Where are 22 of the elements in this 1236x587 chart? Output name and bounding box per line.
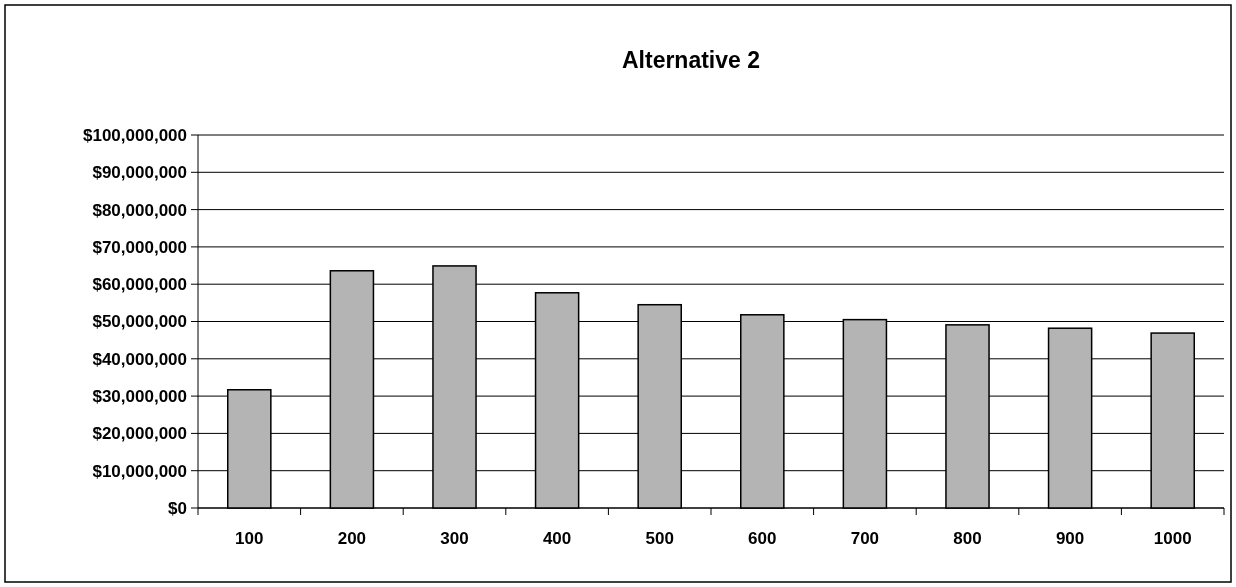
x-tick-label: 600 <box>748 529 777 548</box>
y-tick-label: $90,000,000 <box>92 163 187 183</box>
chart-title: Alternative 2 <box>621 47 761 73</box>
y-tick-label: $50,000,000 <box>92 312 187 332</box>
y-tick-label: $30,000,000 <box>92 387 187 407</box>
x-tick-label: 100 <box>235 529 264 548</box>
y-tick-label: $70,000,000 <box>92 237 187 257</box>
x-tick-label: 900 <box>1055 529 1085 548</box>
x-tick-label: 1000 <box>1153 529 1192 548</box>
y-tick-label: $80,000,000 <box>92 200 187 220</box>
x-tick-label: 800 <box>953 529 982 548</box>
x-tick-label: 200 <box>337 529 367 548</box>
x-tick-label: 300 <box>440 529 469 548</box>
y-tick-label: $60,000,000 <box>92 275 187 295</box>
y-tick-label: $20,000,000 <box>92 424 187 444</box>
x-tick-label: 700 <box>850 529 880 548</box>
x-tick-label: 500 <box>645 529 674 548</box>
y-tick-label: $40,000,000 <box>92 349 187 369</box>
y-tick-label: $100,000,000 <box>83 125 187 145</box>
y-tick-label: $0 <box>168 498 187 518</box>
x-tick-label: 400 <box>542 529 572 548</box>
y-tick-label: $10,000,000 <box>92 461 187 481</box>
